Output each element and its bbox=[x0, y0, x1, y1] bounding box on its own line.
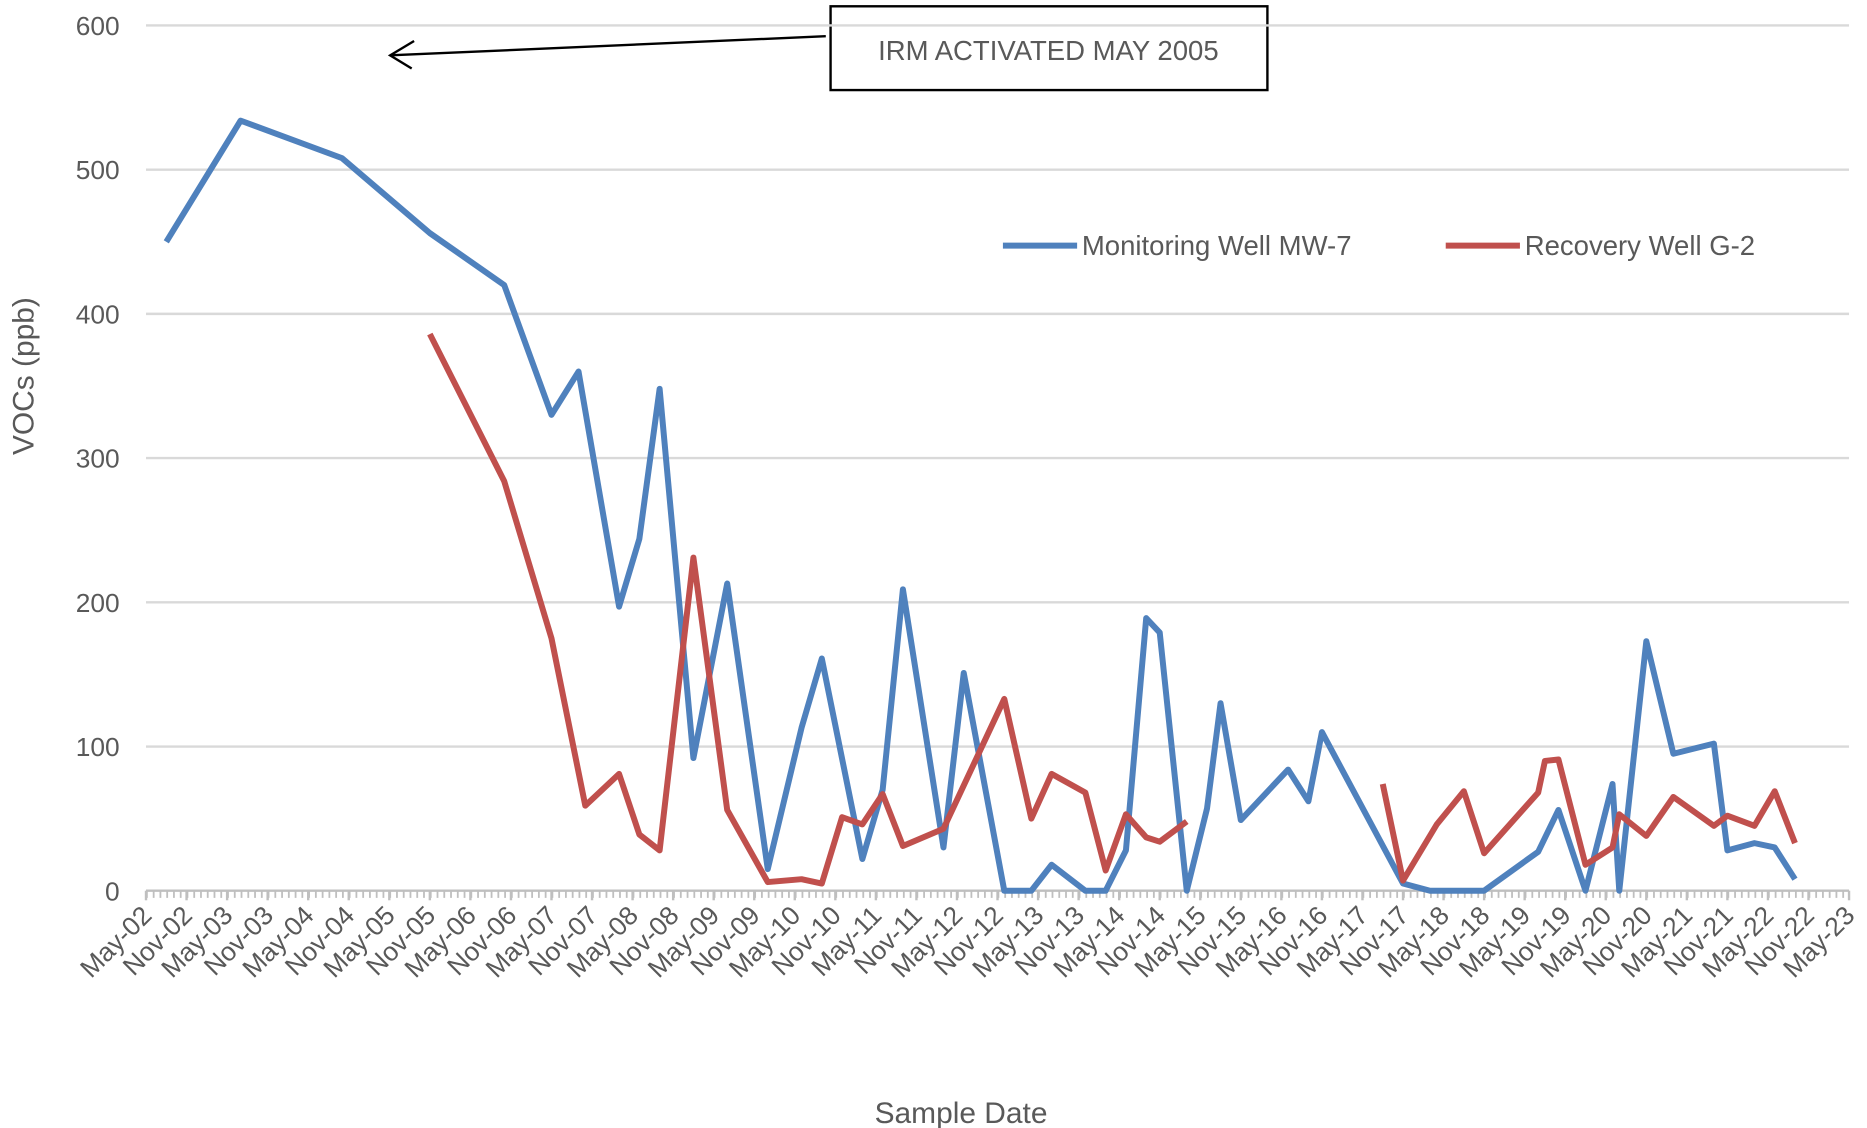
series-line bbox=[163, 117, 1798, 894]
y-tick-label: 600 bbox=[76, 11, 120, 41]
y-tick-label: 0 bbox=[105, 876, 120, 906]
y-tick-label: 200 bbox=[76, 588, 120, 618]
y-tick-label: 100 bbox=[76, 732, 120, 762]
series-line bbox=[427, 332, 1189, 887]
y-tick-label: 500 bbox=[76, 155, 120, 185]
y-tick-label: 300 bbox=[76, 444, 120, 474]
y-tick-label: 400 bbox=[76, 299, 120, 329]
annotation-box bbox=[829, 5, 1269, 92]
series-line bbox=[1379, 756, 1798, 884]
legend-label: Recovery Well G-2 bbox=[1525, 230, 1755, 261]
x-axis-label: Sample Date bbox=[875, 1097, 1048, 1128]
annotation-text: IRM ACTIVATED MAY 2005 bbox=[878, 35, 1218, 66]
annotation-arrowhead bbox=[387, 39, 415, 70]
annotation-arrow bbox=[390, 35, 826, 57]
y-axis-label: VOCs (ppb) bbox=[8, 297, 41, 455]
legend-label: Monitoring Well MW-7 bbox=[1082, 230, 1352, 261]
